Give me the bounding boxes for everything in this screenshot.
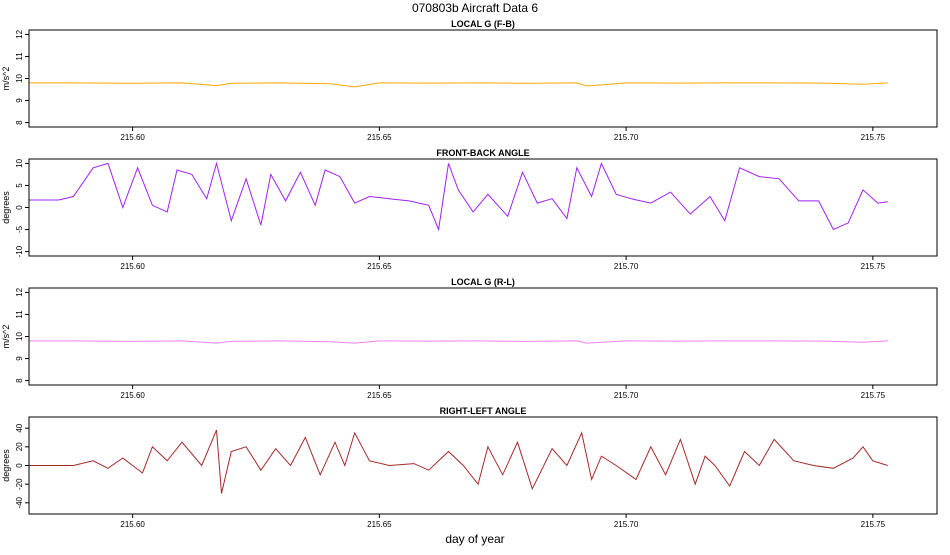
panel-1-x-tick-label-4: 215.75 — [861, 133, 886, 142]
panel-2-y-axis-label: degrees — [1, 191, 11, 224]
panel-2-y-tick-label-2: -5 — [15, 225, 24, 233]
panel-2-y-tick-label-4: 5 — [15, 183, 24, 188]
panel-1-title: LOCAL G (F-B) — [451, 19, 515, 29]
panel-2-y-tick-label-5: 10 — [15, 158, 24, 167]
panel-3-series-line-1 — [29, 340, 888, 344]
panel-1-y-tick-label-4: 11 — [15, 52, 24, 61]
panel-4-title: RIGHT-LEFT ANGLE — [440, 406, 527, 416]
panel-2-x-tick-label-4: 215.75 — [861, 262, 886, 271]
panel-4-series-line-1 — [29, 429, 888, 494]
panel-3-y-tick-label-4: 11 — [15, 310, 24, 319]
panel-2-y-tick-label-1: -10 — [15, 245, 24, 257]
panel-1-y-tick-label-2: 9 — [15, 98, 24, 103]
x-axis-label: day of year — [445, 532, 504, 546]
panel-3-y-axis-label: m/s^2 — [1, 325, 11, 349]
panel-1-frame — [28, 29, 938, 128]
panel-4-x-tick-label-3: 215.70 — [614, 520, 639, 529]
figure-title: 070803b Aircraft Data 6 — [412, 1, 538, 15]
panel-3-y-tick-label-1: 8 — [15, 378, 24, 383]
panel-3-title: LOCAL G (R-L) — [451, 277, 515, 287]
panel-3-frame — [28, 287, 938, 386]
panel-4-y-tick-label-4: 20 — [15, 442, 24, 451]
panel-3-x-tick-label-3: 215.70 — [614, 391, 639, 400]
panel-1-y-tick-label-5: 12 — [15, 29, 24, 38]
panel-4-x-tick-label-1: 215.60 — [120, 520, 145, 529]
panel-3-x-tick-label-1: 215.60 — [120, 391, 145, 400]
panel-1-y-axis-label: m/s^2 — [1, 67, 11, 91]
panel-2-series-line-1 — [29, 161, 888, 232]
panel-4-x-tick-label-2: 215.65 — [367, 520, 392, 529]
panel-3-x-tick-label-4: 215.75 — [861, 391, 886, 400]
panel-2-title: FRONT-BACK ANGLE — [436, 148, 529, 158]
panel-3-y-tick-label-2: 9 — [15, 356, 24, 361]
panel-1-x-tick-label-2: 215.65 — [367, 133, 392, 142]
panel-2-x-tick-label-3: 215.70 — [614, 262, 639, 271]
panel-2-x-tick-label-1: 215.60 — [120, 262, 145, 271]
panel-4-y-tick-label-1: -40 — [15, 496, 24, 508]
panel-3-y-tick-label-5: 12 — [15, 287, 24, 296]
panel-2-frame — [28, 158, 938, 257]
panel-4-y-tick-label-5: 40 — [15, 423, 24, 432]
panel-1-y-tick-label-1: 8 — [15, 120, 24, 125]
panel-4-y-tick-label-3: 0 — [15, 463, 24, 468]
panel-2-x-tick-label-2: 215.65 — [367, 262, 392, 271]
panel-4-y-tick-label-2: -20 — [15, 478, 24, 490]
panel-4-y-axis-label: degrees — [1, 449, 11, 482]
panel-1-x-tick-label-3: 215.70 — [614, 133, 639, 142]
panel-1-y-tick-label-3: 10 — [15, 74, 24, 83]
panel-2-y-tick-label-3: 0 — [15, 205, 24, 210]
panel-3-y-tick-label-3: 10 — [15, 332, 24, 341]
panel-1-x-tick-label-1: 215.60 — [120, 133, 145, 142]
panel-4-x-tick-label-4: 215.75 — [861, 520, 886, 529]
panel-3-x-tick-label-2: 215.65 — [367, 391, 392, 400]
panel-1-series-line-1 — [29, 82, 888, 88]
